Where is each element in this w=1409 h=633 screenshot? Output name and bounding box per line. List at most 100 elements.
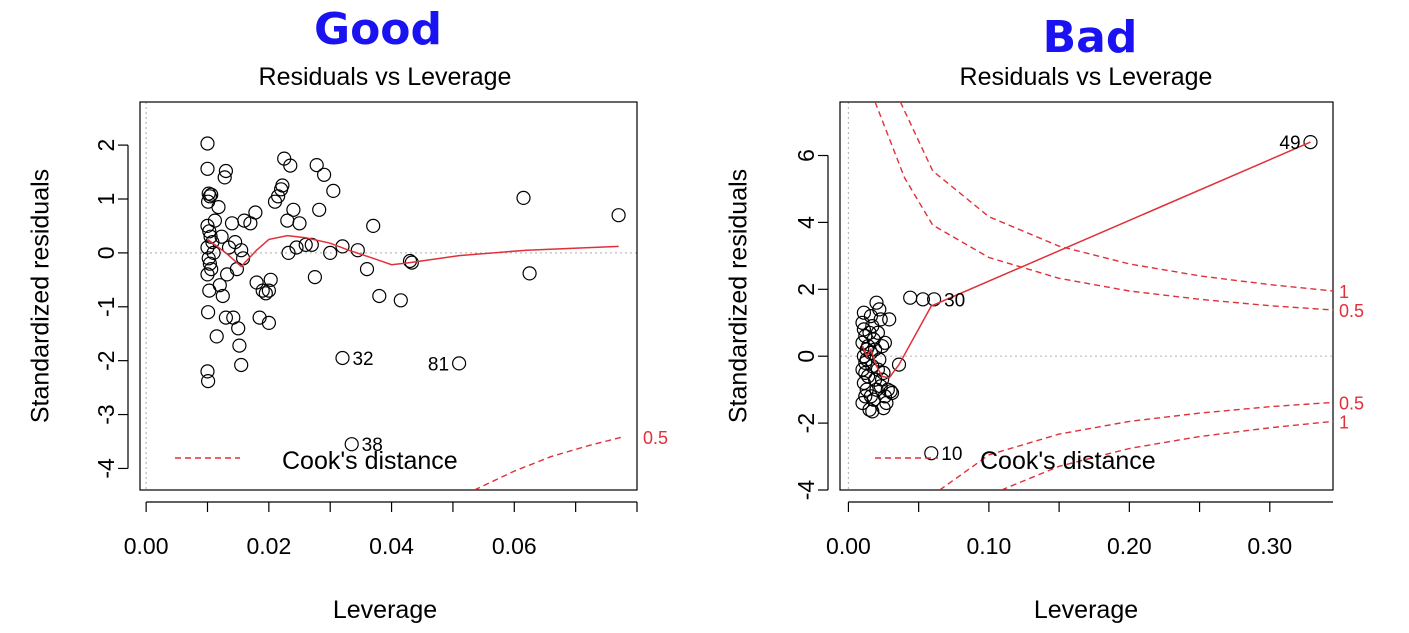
plot-area: 32 81 38	[200, 136, 626, 490]
data-point	[252, 310, 267, 325]
data-point	[215, 288, 230, 304]
legend: Cook's distance	[175, 447, 458, 475]
data-point	[317, 167, 332, 182]
y-tick-label: -4	[793, 480, 819, 501]
y-tick-label: -4	[93, 458, 119, 479]
data-point	[335, 239, 350, 254]
data-point	[858, 389, 873, 404]
cook-distance-curve	[474, 436, 622, 490]
data-point	[202, 189, 217, 204]
data-point	[217, 170, 232, 185]
data-point	[516, 190, 531, 205]
data-point	[326, 183, 341, 198]
data-point	[200, 267, 215, 282]
data-point	[335, 350, 350, 366]
data-point	[872, 302, 887, 317]
point-label: 81	[428, 354, 449, 375]
data-point	[263, 272, 278, 287]
data-point	[281, 245, 296, 260]
y-axis-label: Standardized residuals	[725, 169, 753, 423]
data-point	[522, 266, 537, 281]
data-point	[309, 158, 324, 173]
y-tick-label: -3	[93, 404, 119, 424]
data-point	[211, 200, 226, 215]
data-point	[201, 305, 216, 320]
y-tick-label: 1	[93, 193, 119, 206]
data-point	[212, 278, 227, 293]
data-point	[261, 283, 276, 298]
data-point	[204, 187, 219, 202]
data-point	[218, 163, 233, 179]
data-point	[323, 245, 338, 260]
data-point	[200, 136, 215, 151]
data-point	[366, 218, 381, 233]
chart-title: Residuals vs Leverage	[259, 63, 512, 91]
data-point	[202, 256, 217, 271]
data-point	[1303, 135, 1318, 150]
data-point	[862, 325, 877, 340]
data-point	[237, 213, 252, 228]
data-point	[207, 213, 222, 228]
data-point	[286, 202, 301, 217]
data-point	[248, 205, 263, 220]
data-point	[891, 357, 907, 372]
cook-distance-curve	[899, 102, 1333, 292]
point-label: 32	[352, 349, 373, 370]
data-point	[236, 251, 251, 266]
data-point	[452, 356, 467, 371]
cook-contour-label: 0.5	[1339, 301, 1364, 321]
data-point	[275, 178, 290, 193]
y-axis-label: Standardized residuals	[27, 169, 55, 423]
data-point	[874, 339, 890, 354]
data-point	[201, 374, 216, 389]
data-point	[884, 385, 900, 401]
plot-frame	[139, 101, 638, 491]
point-label: 49	[1279, 133, 1300, 154]
data-point	[200, 161, 215, 176]
data-point	[214, 229, 229, 244]
x-tick-label: 0.20	[1107, 533, 1152, 559]
x-tick-label: 0.02	[246, 533, 291, 559]
cook-distance-curve	[874, 102, 1333, 311]
data-point	[289, 240, 304, 255]
cook-contour-label: 1	[1339, 282, 1349, 302]
data-point	[903, 290, 918, 305]
data-point	[258, 286, 273, 301]
legend-label: Cook's distance	[980, 447, 1156, 475]
data-point	[206, 245, 221, 260]
cook-distance-curve	[939, 401, 1333, 490]
data-point	[863, 389, 879, 404]
plot-frame	[839, 101, 1334, 491]
cook-contour-label: 0.5	[1339, 393, 1364, 413]
data-point	[234, 243, 249, 258]
smooth-line	[207, 234, 619, 268]
data-point	[201, 251, 216, 266]
data-point	[292, 216, 307, 231]
y-tick-label: -1	[93, 297, 119, 317]
x-axis-label: Leverage	[1034, 596, 1138, 624]
data-point	[200, 364, 215, 379]
data-point	[393, 293, 408, 308]
y-axis: -4 -2 0 2 4 6	[793, 149, 829, 501]
data-point	[350, 243, 365, 258]
data-point	[926, 292, 942, 307]
data-point	[873, 312, 888, 327]
data-point	[359, 262, 375, 277]
data-point	[234, 357, 249, 373]
data-point	[200, 218, 215, 233]
x-tick-label: 0.06	[492, 533, 537, 559]
data-point	[283, 158, 298, 173]
x-tick-label: 0.04	[369, 533, 414, 559]
y-tick-label: 0	[793, 350, 819, 363]
data-point	[255, 283, 270, 298]
data-point	[307, 270, 322, 285]
data-point	[344, 437, 359, 452]
data-point	[869, 295, 884, 310]
y-tick-label: 2	[93, 139, 119, 152]
cook-distance-curve	[1001, 420, 1333, 490]
panel-heading: Good	[314, 4, 442, 55]
data-point	[611, 208, 626, 223]
